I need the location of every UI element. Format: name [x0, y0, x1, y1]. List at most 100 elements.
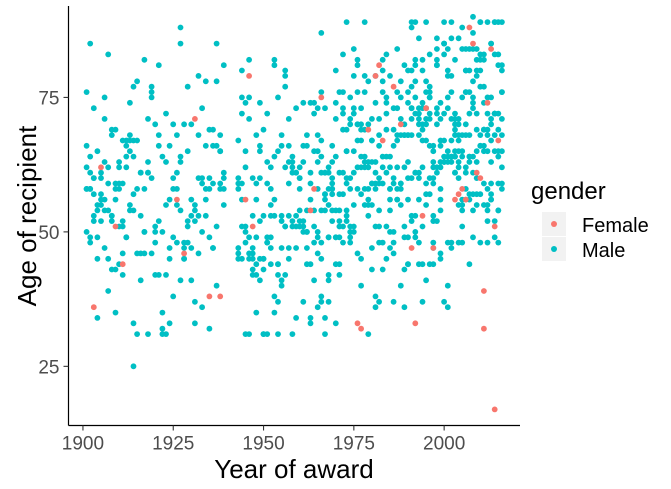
point-male-207: [220, 186, 227, 192]
point-male-339: [300, 298, 307, 305]
point-female-31: [462, 196, 469, 203]
point-male-124: [163, 202, 169, 208]
point-male-214: [235, 175, 242, 182]
point-male-170: [195, 212, 202, 219]
point-male-215: [235, 186, 242, 192]
point-male-489: [365, 121, 372, 128]
point-male-888: [318, 30, 325, 36]
point-male-763: [459, 24, 466, 31]
point-male-417: [336, 272, 343, 278]
point-male-552: [390, 298, 397, 305]
point-male-36: [105, 207, 112, 214]
point-male-243: [249, 245, 256, 251]
point-male-357: [311, 239, 317, 246]
point-male-771: [462, 121, 469, 128]
point-female-16: [358, 325, 364, 332]
point-male-828: [481, 83, 487, 90]
point-male-104: [148, 175, 155, 182]
point-male-60: [119, 223, 126, 230]
point-male-721: [448, 89, 455, 95]
point-male-755: [459, 202, 466, 208]
point-male-633: [419, 164, 426, 171]
point-male-483: [361, 73, 368, 79]
point-male-871: [495, 207, 502, 214]
point-male-682: [434, 46, 440, 52]
point-male-819: [481, 56, 487, 63]
point-male-17: [90, 218, 97, 225]
point-male-686: [434, 56, 440, 63]
point-male-420: [336, 207, 343, 214]
point-male-175: [199, 304, 206, 311]
point-male-478: [358, 137, 364, 144]
point-male-713: [444, 282, 451, 289]
point-male-407: [329, 159, 336, 165]
point-male-364: [314, 148, 321, 155]
point-male-153: [181, 255, 188, 262]
point-male-692: [437, 186, 444, 192]
point-male-791: [470, 105, 476, 112]
point-male-228: [242, 239, 249, 246]
point-male-285: [271, 212, 278, 219]
point-male-158: [184, 223, 191, 230]
point-male-332: [296, 175, 303, 182]
point-male-651: [423, 137, 429, 144]
point-male-18: [94, 234, 101, 241]
point-male-851: [488, 196, 494, 203]
point-male-511: [372, 169, 379, 176]
point-male-138: [170, 175, 177, 182]
point-male-281: [271, 309, 278, 316]
point-male-205: [220, 62, 227, 69]
point-male-309: [285, 212, 292, 219]
point-male-814: [477, 19, 484, 25]
point-male-146: [177, 24, 184, 31]
point-male-742: [455, 116, 462, 122]
point-male-782: [466, 89, 473, 95]
point-male-598: [405, 89, 411, 95]
point-male-33: [101, 116, 108, 122]
point-male-592: [405, 261, 411, 268]
point-male-743: [455, 121, 462, 128]
point-male-70: [123, 234, 130, 241]
point-male-653: [423, 19, 429, 25]
point-male-79: [130, 207, 137, 214]
point-female-7: [206, 293, 213, 300]
point-male-550: [387, 164, 393, 171]
point-male-490: [365, 331, 372, 337]
point-male-739: [452, 153, 458, 160]
point-male-638: [419, 99, 426, 106]
point-male-680: [434, 169, 440, 176]
point-male-706: [441, 40, 447, 47]
point-male-183: [202, 78, 209, 85]
point-female-35: [477, 175, 484, 182]
point-male-176: [199, 229, 206, 235]
point-male-399: [329, 180, 336, 187]
point-male-793: [470, 78, 476, 85]
point-male-453: [350, 229, 357, 235]
point-male-845: [488, 159, 494, 165]
point-male-402: [329, 142, 336, 149]
x-tick-label-1900: 1900: [62, 434, 104, 455]
point-male-327: [293, 212, 299, 219]
point-male-216: [239, 67, 245, 74]
point-male-738: [452, 169, 458, 176]
point-female-21: [390, 83, 397, 90]
point-male-429: [340, 110, 346, 117]
point-male-800: [473, 110, 480, 117]
point-male-437: [343, 126, 350, 133]
point-female-42: [495, 137, 502, 144]
point-male-145: [177, 159, 184, 165]
point-male-840: [484, 132, 491, 139]
point-male-655: [426, 51, 433, 58]
point-male-712: [444, 46, 451, 52]
point-male-264: [260, 266, 267, 273]
point-male-106: [148, 83, 155, 90]
point-female-38: [484, 99, 491, 106]
point-male-268: [264, 180, 271, 187]
point-female-2: [112, 223, 119, 230]
point-male-764: [462, 164, 469, 171]
point-male-13: [90, 191, 97, 198]
point-male-256: [257, 142, 263, 149]
point-male-720: [448, 159, 455, 165]
point-male-807: [473, 46, 480, 52]
point-male-510: [372, 186, 379, 192]
